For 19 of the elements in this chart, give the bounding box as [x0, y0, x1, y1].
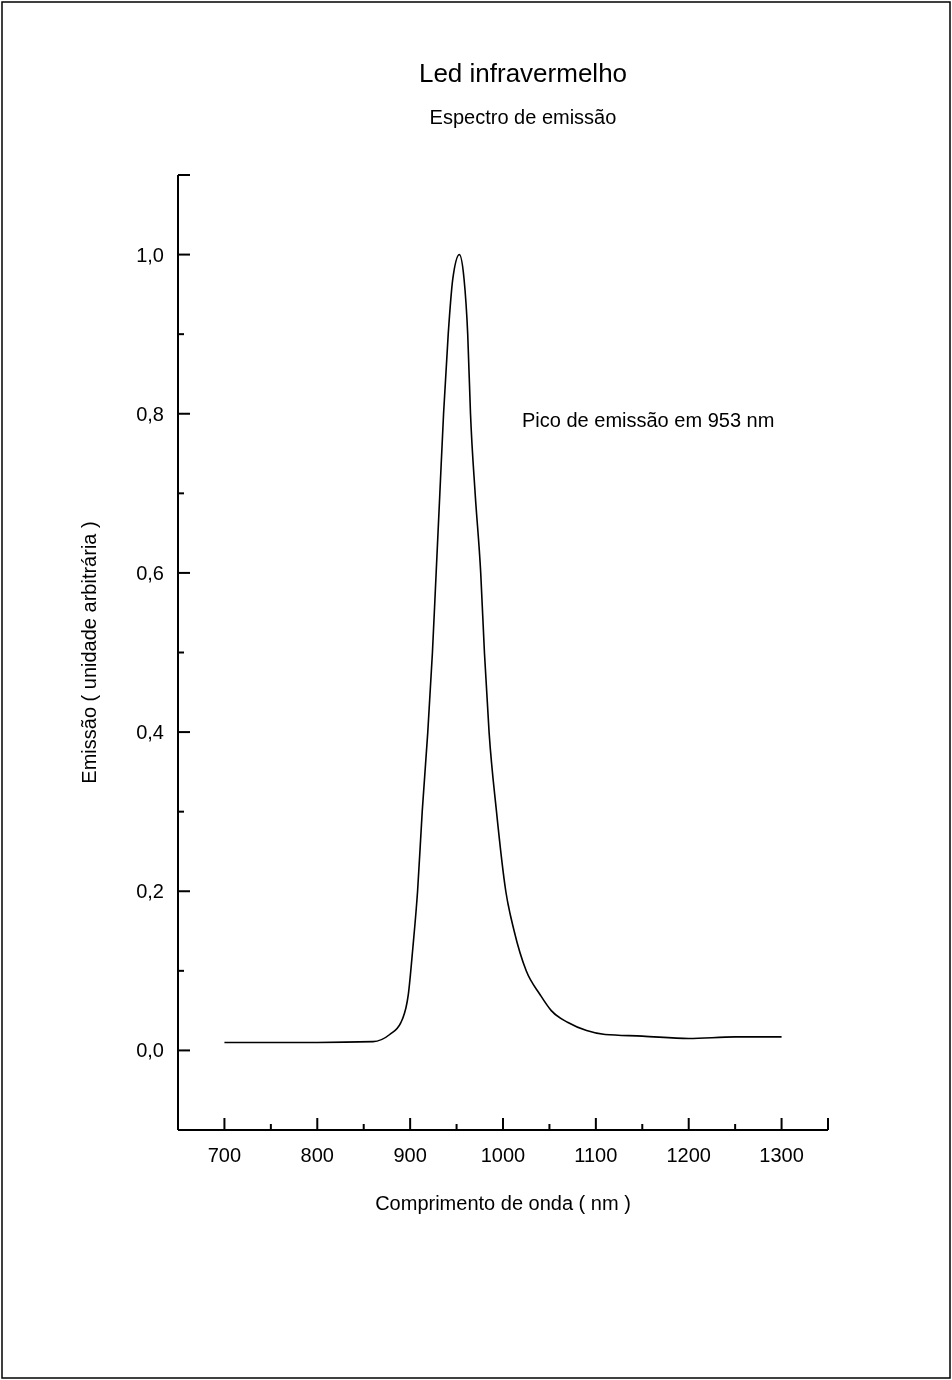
- y-tick-label: 0,4: [136, 721, 164, 744]
- annotation: Pico de emissão em 953 nm: [522, 409, 775, 431]
- y-tick-label: 1,0: [136, 243, 164, 266]
- y-tick-label: 0,6: [136, 561, 164, 584]
- x-tick-label: 1100: [574, 1144, 618, 1166]
- x-tick-label: 1000: [480, 1144, 526, 1166]
- x-tick-label: 800: [300, 1144, 334, 1166]
- line-series: [223, 253, 783, 1044]
- y-tick-label: 0,2: [136, 880, 164, 903]
- chart-subtitle: Espectro de emissão: [429, 106, 617, 128]
- x-tick-label: 900: [393, 1144, 427, 1166]
- chart-title: Led infravermelho: [418, 58, 628, 88]
- x-tick-label: 700: [207, 1144, 242, 1166]
- y-axis-title: Emissão ( unidade arbitrária ): [78, 521, 100, 784]
- x-tick-label: 1300: [759, 1144, 804, 1166]
- x-tick-label: 1200: [666, 1144, 711, 1166]
- x-axis-title: Comprimento de onda ( nm ): [375, 1192, 631, 1214]
- y-tick-label: 0,8: [136, 402, 164, 425]
- y-tick-label: 0,0: [136, 1039, 164, 1062]
